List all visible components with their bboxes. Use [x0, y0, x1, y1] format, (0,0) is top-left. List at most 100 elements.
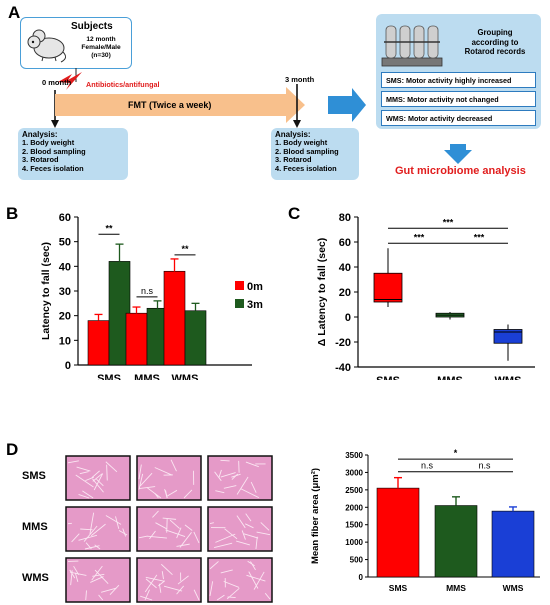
fiber-boundary [253, 571, 265, 590]
fiber-boundary [89, 512, 95, 535]
legend-swatch-3m [235, 299, 244, 308]
fiber-boundary [215, 533, 236, 543]
fiber-boundary [122, 528, 127, 537]
fiber-boundary [260, 522, 270, 531]
significance-label: ** [181, 244, 189, 254]
fiber-boundary [223, 485, 237, 489]
delta-latency-box-chart: -40 -20 0 20 40 60 80 Δ Latency to fall (sec) SM… [316, 212, 535, 380]
blue-arrow-down [444, 144, 472, 164]
mouse-icon [27, 29, 67, 63]
significance-label: n.s [421, 461, 434, 471]
y-tick-label: 2000 [345, 503, 363, 512]
group-sms-box: SMS: Motor activity highly increased [381, 72, 536, 88]
row-label-wms: WMS [22, 572, 49, 584]
analysis-item: 3. Rotarod [22, 155, 59, 165]
fiber-boundary [71, 533, 80, 543]
panel-a-letter: A [8, 3, 21, 22]
subjects-title: Subjects [71, 21, 113, 32]
fiber-boundary [155, 522, 167, 530]
fiber-boundary [176, 527, 182, 539]
blue-arrow-right [328, 88, 366, 122]
fiber-boundary [161, 571, 164, 580]
fiber-boundary [109, 584, 120, 595]
fiber-boundary [140, 595, 153, 601]
analysis-item: 4. Feces isolation [22, 163, 84, 173]
fiber-boundary [118, 530, 128, 536]
bar-MMS [434, 505, 478, 578]
subjects-n: (n=30) [91, 52, 111, 59]
x-tick-label: SMS [97, 373, 121, 380]
panel-d-letter: D [6, 440, 19, 459]
fiber-boundary [165, 529, 186, 538]
x-tick-label: WMS [495, 375, 522, 380]
fiber-boundary [245, 461, 259, 468]
y-tick-label: 40 [59, 261, 71, 273]
histology-tile [136, 506, 202, 552]
fiber-boundary [145, 576, 165, 582]
fiber-boundary [193, 531, 200, 544]
histology-tile [207, 455, 273, 501]
fiber-boundary [193, 589, 200, 601]
fiber-boundary [248, 571, 259, 589]
fiber-boundary [241, 530, 246, 540]
fiber-boundary [236, 540, 250, 546]
fiber-boundary [245, 513, 252, 522]
row-label-mms: MMS [22, 521, 48, 533]
x-tick-label: MMS [437, 375, 463, 380]
lightning-icon [58, 72, 82, 90]
fiber-boundary [183, 489, 193, 499]
y-tick-label: 30 [59, 286, 71, 298]
fiber-boundary [115, 516, 120, 529]
fiber-boundary [67, 460, 79, 464]
fiber-boundary [94, 569, 109, 584]
y-tick-label: 0 [345, 312, 351, 324]
histology-tile [136, 455, 202, 501]
group-wms-box: WMS: Motor activity decreased [381, 110, 536, 126]
fiber-boundary [144, 574, 158, 593]
fiber-boundary [158, 583, 162, 593]
y-axis-title: Latency to fall (sec) [40, 242, 52, 340]
y-axis-title: Δ Latency to fall (sec) [316, 238, 328, 347]
y-tick-label: 10 [59, 335, 71, 347]
y-tick-label: 20 [339, 287, 351, 299]
bar-3m [184, 310, 207, 366]
fiber-boundary [243, 533, 259, 539]
panel-c-letter: C [288, 204, 301, 223]
fiber-boundary [90, 523, 106, 537]
fiber-boundary [70, 570, 73, 586]
fiber-boundary [170, 459, 177, 472]
antibiotics-label: Antibiotics/antifungal [86, 80, 160, 89]
histology-tile [65, 455, 131, 501]
fiber-area-bar-chart: 0 500 1000 1500 2000 2500 3000 3500 Mean fiber a… [310, 448, 540, 593]
bar-SMS [376, 487, 420, 578]
x-tick-label: MMS [134, 373, 160, 380]
fiber-boundary [236, 515, 246, 529]
fiber-boundary [215, 490, 225, 494]
analysis-item: 1. Body weight [22, 138, 75, 147]
fiber-boundary [179, 532, 192, 548]
fiber-boundary [75, 474, 94, 488]
x-tick-label: SMS [389, 583, 408, 593]
y-tick-label: 60 [59, 212, 71, 224]
fiber-boundary [85, 590, 87, 601]
fiber-boundary [73, 565, 80, 576]
panel-b-letter: B [6, 204, 19, 223]
rotarod-icon [381, 25, 443, 67]
bar-0m [87, 320, 110, 366]
fiber-boundary [177, 575, 189, 585]
fiber-boundary [236, 476, 249, 495]
legend-label-3m: 3m [247, 299, 263, 311]
gut-microbiome-label: Gut microbiome analysis [395, 165, 526, 177]
legend-swatch-0m [235, 281, 244, 290]
fiber-boundary [231, 473, 241, 478]
fiber-boundary [138, 464, 142, 480]
box-SMS [373, 272, 403, 303]
fiber-boundary [209, 522, 214, 525]
fiber-boundary [224, 528, 238, 540]
x-tick-label: WMS [503, 583, 524, 593]
fiber-boundary [226, 587, 240, 600]
fmt-label: FMT (Twice a week) [128, 100, 212, 110]
fiber-boundary [91, 565, 103, 581]
fiber-boundary [105, 515, 122, 525]
